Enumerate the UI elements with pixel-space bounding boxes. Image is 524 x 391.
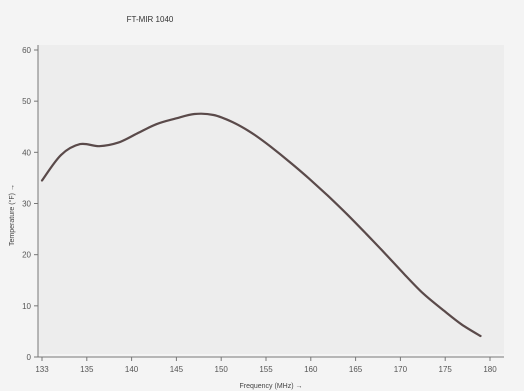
y-tick-label: 10 [22, 302, 31, 311]
data-point [79, 143, 82, 146]
x-tick-label: 170 [394, 365, 408, 374]
data-point [384, 252, 387, 255]
data-point [460, 323, 463, 326]
y-tick-label: 20 [22, 251, 31, 260]
series-line-0 [40, 112, 482, 338]
x-axis-title: Frequency (MHz) → [239, 383, 302, 390]
data-point [41, 179, 43, 182]
data-point [307, 177, 310, 180]
chart-title: FT-MIR 1040 [127, 15, 174, 24]
plot-area [38, 45, 504, 354]
data-point [136, 132, 139, 135]
x-tick-label: 165 [349, 365, 363, 374]
data-point [403, 273, 406, 276]
y-tick-label: 30 [22, 200, 31, 209]
y-tick-label: 50 [22, 97, 31, 106]
series-layer [40, 112, 482, 338]
y-axis-ticks: 0 10 20 30 40 50 60 [22, 46, 38, 362]
data-point [174, 117, 177, 120]
y-tick-label: 60 [22, 46, 31, 55]
x-tick-label: 133 [35, 365, 49, 374]
x-tick-label: 150 [215, 365, 229, 374]
data-point [250, 131, 253, 134]
data-point [346, 213, 348, 216]
x-tick-label: 160 [304, 365, 318, 374]
x-tick-label: 140 [125, 365, 139, 374]
x-tick-label: 180 [483, 365, 497, 374]
data-point [60, 153, 62, 156]
data-point [155, 123, 158, 126]
y-axis-title: Temperature (°F) → [8, 184, 16, 246]
x-tick-label: 175 [439, 365, 453, 374]
data-point [479, 335, 482, 337]
data-point [98, 145, 101, 148]
data-point [327, 194, 329, 197]
x-tick-label: 135 [80, 365, 94, 374]
data-point [231, 121, 234, 124]
data-point [117, 141, 120, 144]
data-point [365, 232, 367, 235]
x-tick-label: 155 [259, 365, 273, 374]
y-tick-label: 40 [22, 148, 31, 157]
data-point [422, 292, 425, 295]
y-tick-label: 0 [27, 353, 32, 362]
data-point [269, 145, 272, 148]
data-point [193, 113, 196, 115]
data-point [288, 161, 291, 163]
x-tick-label: 145 [170, 365, 184, 374]
x-axis-ticks: 133 135 140 145 150 155 160 165 170 175 180 [35, 357, 497, 374]
data-point [441, 308, 444, 311]
data-point [212, 114, 215, 116]
